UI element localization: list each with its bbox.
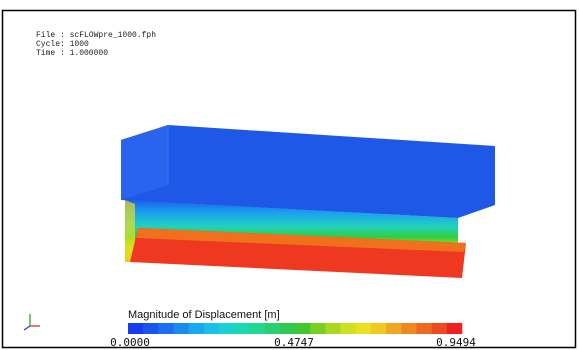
colorbar-cell [189, 323, 204, 334]
colorbar-cell [174, 323, 189, 334]
colorbar-cell [371, 323, 386, 334]
cycle-info: Cycle: 1000 [36, 40, 89, 49]
colorbar-cell [310, 323, 325, 334]
colorbar [128, 323, 462, 334]
colorbar-cell [143, 323, 158, 334]
colorbar-cell [204, 323, 219, 334]
colorbar-cell [128, 323, 143, 334]
colorbar-cell [234, 323, 249, 334]
colorbar-cell [325, 323, 340, 334]
legend-label: 0.9494 [436, 336, 476, 349]
viewport: File : scFLOWpre_1000.fph Cycle: 1000 Ti… [0, 0, 579, 350]
colorbar-cell [265, 323, 280, 334]
colorbar-cell [158, 323, 173, 334]
colorbar-cell [401, 323, 416, 334]
colorbar-cell [295, 323, 310, 334]
colorbar-cell [432, 323, 447, 334]
legend-label: 0.4747 [274, 336, 314, 349]
legend-title: Magnitude of Displacement [m] [128, 309, 280, 321]
file-info: File : scFLOWpre_1000.fph [36, 31, 156, 40]
legend-label: 0.0000 [110, 336, 150, 349]
colorbar-cell [356, 323, 371, 334]
colorbar-cell [416, 323, 431, 334]
colorbar-cell [280, 323, 295, 334]
colorbar-cell [447, 323, 462, 334]
colorbar-cell [219, 323, 234, 334]
colorbar-cell [386, 323, 401, 334]
colorbar-cell [341, 323, 356, 334]
colorbar-cell [249, 323, 264, 334]
model [121, 125, 495, 278]
page: {"info": {"file": "File : scFLOWpre_1000… [0, 0, 579, 350]
time-info: Time : 1.000000 [36, 49, 108, 58]
